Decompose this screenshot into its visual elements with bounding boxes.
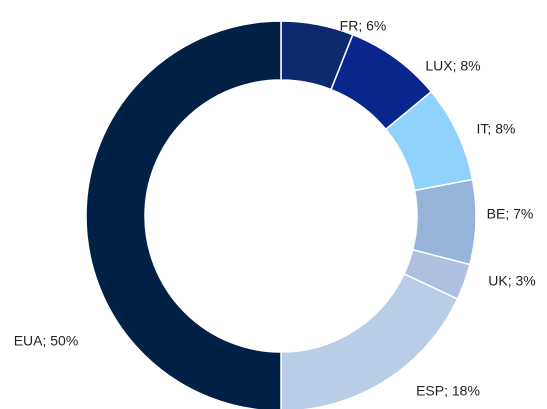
donut-slice (280, 272, 459, 409)
slice-label: UK; 3% (488, 273, 535, 289)
slice-label: EUA; 50% (14, 333, 79, 349)
slice-label: IT; 8% (477, 121, 516, 137)
slice-label: FR; 6% (340, 18, 387, 34)
donut-slice (85, 20, 282, 409)
slice-label: ESP; 18% (416, 383, 480, 399)
slice-label: LUX; 8% (425, 58, 480, 74)
slice-label: BE; 7% (487, 206, 534, 222)
